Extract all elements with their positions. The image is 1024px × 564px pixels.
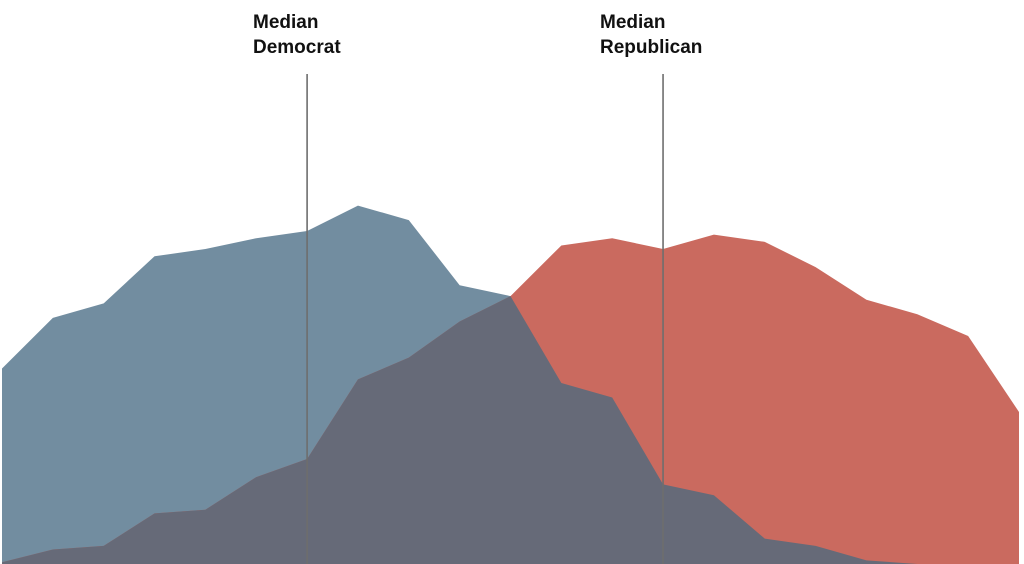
median-lines — [306, 74, 664, 564]
median-republican-label-line2: Republican — [600, 37, 703, 58]
median-democrat-label-line1: Median — [253, 12, 319, 33]
areas — [2, 205, 1019, 564]
median-democrat-label-line2: Democrat — [253, 37, 341, 58]
median-republican-label: Median Republican — [600, 10, 702, 60]
median-republican-label-line1: Median — [600, 12, 666, 33]
series-area-overlap — [2, 296, 1019, 564]
median-democrat-label: Median Democrat — [253, 10, 341, 60]
